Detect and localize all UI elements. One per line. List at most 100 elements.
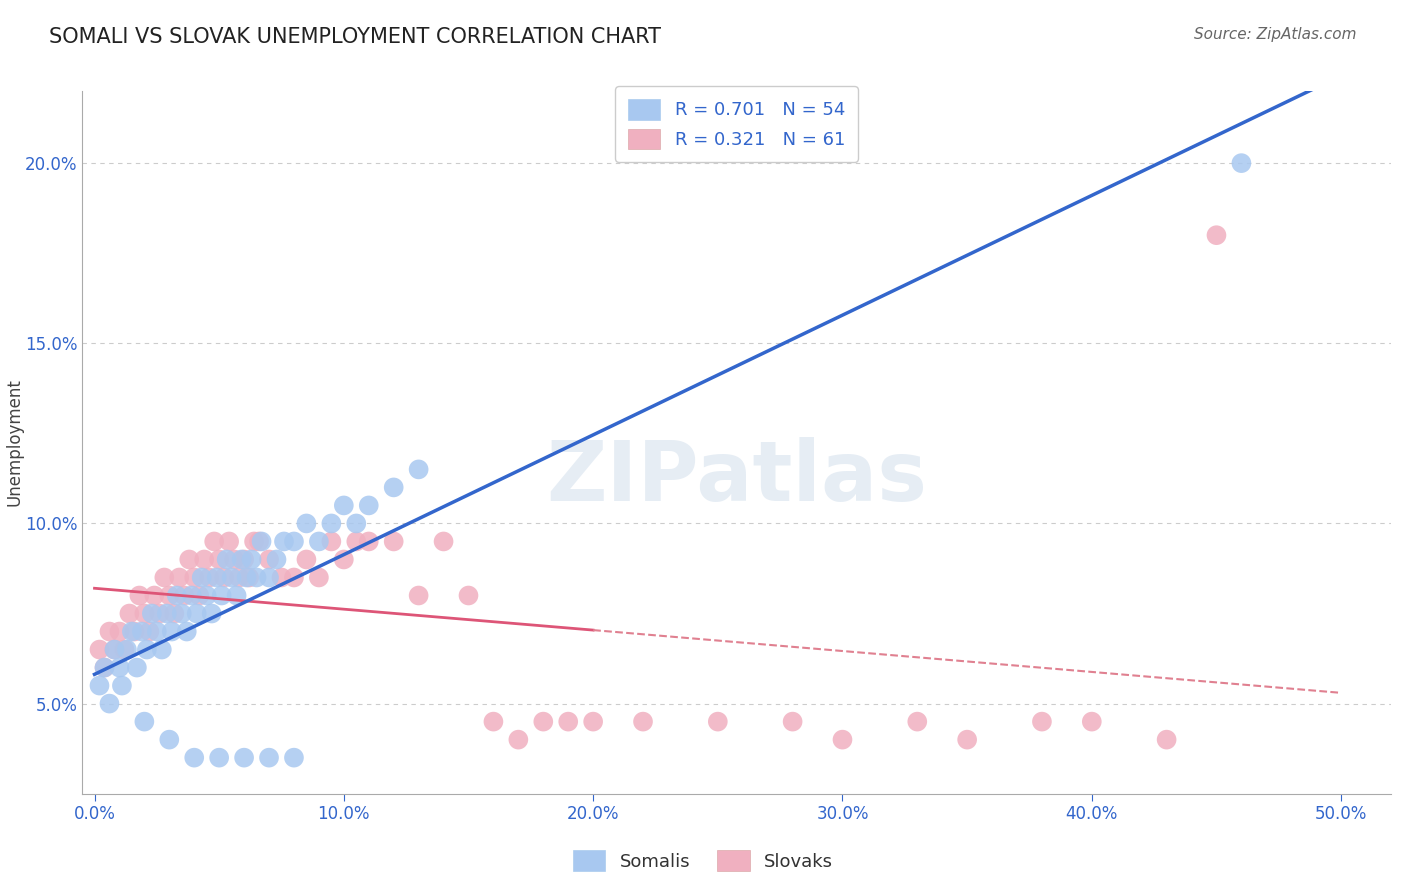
Point <box>321 516 343 531</box>
Point <box>134 714 156 729</box>
Point <box>212 570 235 584</box>
Point <box>218 534 240 549</box>
Point <box>295 516 318 531</box>
Point <box>228 570 250 584</box>
Point <box>408 462 430 476</box>
Point <box>124 624 146 639</box>
Point <box>205 570 228 584</box>
Point <box>225 589 247 603</box>
Point <box>333 552 356 566</box>
Point <box>112 642 135 657</box>
Point <box>283 534 305 549</box>
Point <box>273 534 295 549</box>
Point <box>166 589 188 603</box>
Point <box>283 570 305 584</box>
Point <box>631 714 654 729</box>
Point <box>1230 156 1253 170</box>
Point <box>344 516 367 531</box>
Point <box>157 732 180 747</box>
Point <box>782 714 804 729</box>
Point <box>141 607 163 621</box>
Point <box>103 642 125 657</box>
Point <box>221 570 243 584</box>
Point <box>233 750 256 764</box>
Point <box>1081 714 1104 729</box>
Point <box>257 570 280 584</box>
Point <box>508 732 530 747</box>
Point <box>195 589 218 603</box>
Point <box>283 750 305 764</box>
Point <box>557 714 579 729</box>
Point <box>457 589 479 603</box>
Point <box>582 714 605 729</box>
Point <box>357 534 380 549</box>
Point <box>382 534 405 549</box>
Point <box>103 642 125 657</box>
Point <box>211 589 233 603</box>
Point <box>111 679 134 693</box>
Point <box>93 660 115 674</box>
Point <box>131 624 153 639</box>
Point <box>257 750 280 764</box>
Point <box>956 732 979 747</box>
Point <box>233 552 256 566</box>
Point <box>238 570 260 584</box>
Point <box>321 534 343 549</box>
Point <box>153 570 176 584</box>
Point <box>308 570 330 584</box>
Point <box>118 607 141 621</box>
Point <box>344 534 367 549</box>
Point <box>432 534 454 549</box>
Point <box>115 642 138 657</box>
Point <box>266 552 288 566</box>
Point <box>125 660 148 674</box>
Point <box>157 589 180 603</box>
Point <box>173 589 195 603</box>
Text: ZIPatlas: ZIPatlas <box>546 437 927 518</box>
Point <box>224 552 246 566</box>
Point <box>1156 732 1178 747</box>
Point <box>150 642 173 657</box>
Point <box>208 552 231 566</box>
Point <box>357 499 380 513</box>
Point <box>1031 714 1053 729</box>
Point <box>163 607 186 621</box>
Point <box>135 642 157 657</box>
Point <box>138 624 160 639</box>
Point <box>482 714 505 729</box>
Point <box>245 570 267 584</box>
Point <box>215 552 238 566</box>
Point <box>243 534 266 549</box>
Point <box>108 624 131 639</box>
Point <box>240 552 263 566</box>
Point <box>202 534 225 549</box>
Point <box>1205 228 1227 243</box>
Point <box>89 642 111 657</box>
Point <box>183 750 205 764</box>
Point <box>146 624 169 639</box>
Point <box>235 570 257 584</box>
Point <box>247 534 270 549</box>
Point <box>160 624 183 639</box>
Point <box>121 624 143 639</box>
Point <box>193 552 215 566</box>
Point <box>257 552 280 566</box>
Point <box>707 714 730 729</box>
Point <box>308 534 330 549</box>
Point <box>89 679 111 693</box>
Point <box>831 732 853 747</box>
Point <box>186 607 208 621</box>
Point <box>198 570 221 584</box>
Point <box>250 534 273 549</box>
Point <box>295 552 318 566</box>
Point <box>156 607 179 621</box>
Point <box>190 570 212 584</box>
Point <box>98 697 121 711</box>
Point <box>169 570 191 584</box>
Point <box>134 607 156 621</box>
Y-axis label: Unemployment: Unemployment <box>6 378 22 507</box>
Point <box>179 552 201 566</box>
Text: SOMALI VS SLOVAK UNEMPLOYMENT CORRELATION CHART: SOMALI VS SLOVAK UNEMPLOYMENT CORRELATIO… <box>49 27 661 46</box>
Point <box>208 750 231 764</box>
Legend: Somalis, Slovaks: Somalis, Slovaks <box>565 843 841 879</box>
